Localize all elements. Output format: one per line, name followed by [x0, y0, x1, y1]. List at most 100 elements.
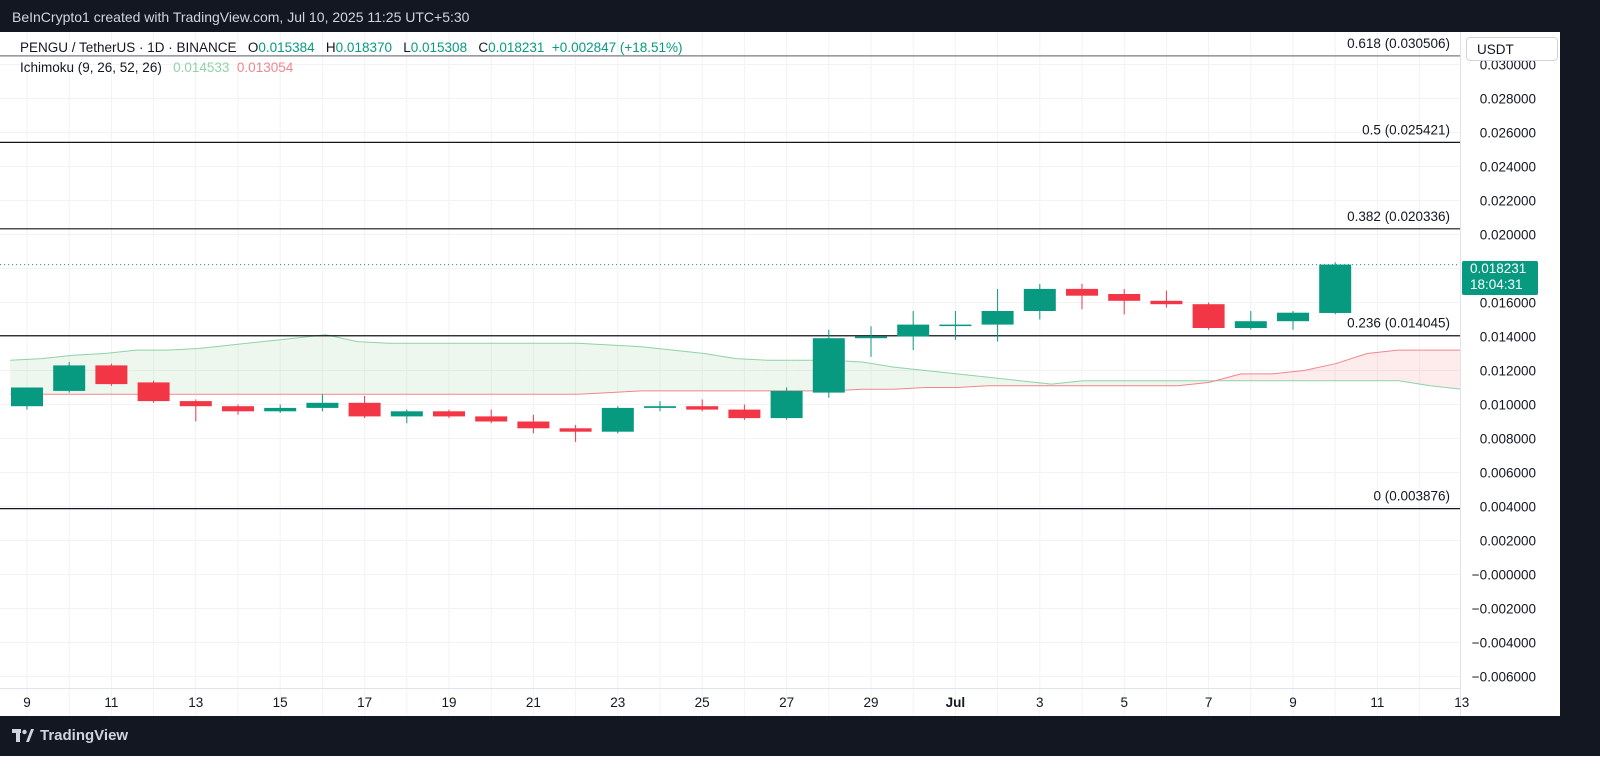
candle	[390, 409, 423, 424]
fib-level-label: 0.382 (0.020336)	[1347, 209, 1450, 224]
candle-body	[1234, 321, 1267, 328]
candle-body	[222, 406, 254, 412]
candle	[95, 363, 128, 386]
candle-body	[137, 382, 170, 402]
y-tick-label: 0.016000	[1480, 296, 1536, 311]
y-tick-label: 0.006000	[1480, 466, 1536, 481]
ichimoku-cloud-segment	[451, 343, 484, 395]
ohlc-row: PENGU / TetherUS · 1D · BINANCE O0.01538…	[20, 40, 683, 60]
bottom-brand-bar: TradingView	[0, 716, 1600, 756]
ichimoku-cloud-segment	[262, 338, 295, 395]
ichimoku-cloud-segment	[735, 358, 768, 391]
brand-name[interactable]: TradingView	[40, 727, 129, 744]
indicator-value-2: 0.013054	[236, 60, 294, 75]
bar-countdown: 18:04:31	[1470, 277, 1523, 292]
candle	[644, 401, 676, 412]
low-value: 0.015308	[410, 40, 468, 55]
candle-body	[95, 365, 128, 385]
open-label: O	[247, 40, 259, 55]
candle	[1234, 311, 1267, 330]
right-edge-panel	[1560, 32, 1600, 716]
ichimoku-cloud-segment	[1272, 370, 1305, 381]
indicator-row[interactable]: Ichimoku (9, 26, 52, 26) 0.014533 0.0130…	[20, 60, 683, 80]
candle	[855, 326, 887, 357]
ichimoku-cloud-segment	[199, 345, 232, 395]
y-tick-label: 0.028000	[1480, 92, 1536, 107]
ichimoku-cloud-segment	[862, 362, 894, 390]
candle-body	[686, 406, 719, 410]
fib-level-label: 0 (0.003876)	[1373, 489, 1450, 504]
price-scale-background	[1460, 32, 1560, 716]
symbol-title[interactable]: PENGU / TetherUS · 1D · BINANCE	[20, 40, 237, 55]
candle	[433, 409, 465, 419]
y-tick-label: −0.004000	[1472, 636, 1536, 651]
candle-body	[770, 390, 803, 419]
y-tick-label: 0.012000	[1480, 364, 1536, 379]
candle-body	[855, 336, 887, 339]
candle	[1150, 290, 1183, 308]
last-price-value: 0.018231	[1470, 261, 1527, 276]
candle	[686, 399, 719, 412]
candle	[1192, 302, 1225, 330]
ichimoku-cloud-segment	[231, 341, 263, 395]
candle	[559, 424, 592, 442]
candle-body	[812, 338, 845, 393]
candle	[475, 409, 508, 424]
ichimoku-cloud-segment	[167, 348, 200, 395]
candle-body	[53, 365, 86, 391]
high-value: 0.018370	[335, 40, 392, 55]
ichimoku-cloud-segment	[767, 360, 800, 391]
x-tick-label: 9	[1289, 695, 1297, 710]
x-tick-label: 29	[863, 695, 878, 710]
candle	[306, 394, 339, 412]
candle-body	[264, 407, 297, 412]
candle-body	[728, 409, 761, 419]
candle-body	[306, 402, 339, 408]
x-tick-label: 3	[1036, 695, 1044, 710]
x-tick-label: 5	[1120, 695, 1128, 710]
ichimoku-cloud-segment	[294, 334, 326, 395]
ichimoku-cloud-segment	[893, 367, 926, 390]
y-tick-label: 0.022000	[1480, 194, 1536, 209]
candle	[517, 414, 550, 434]
ichimoku-cloud-segment	[1398, 350, 1431, 386]
candle-body	[517, 421, 550, 429]
ichimoku-cloud-segment	[388, 343, 421, 395]
currency-selector[interactable]: USDT	[1466, 37, 1558, 61]
y-tick-label: 0.026000	[1480, 126, 1536, 141]
fib-level-label: 0.618 (0.030506)	[1347, 36, 1450, 51]
candle	[11, 387, 43, 410]
ichimoku-cloud-segment	[1430, 350, 1462, 390]
chart-background	[0, 32, 1560, 716]
y-tick-label: −0.002000	[1472, 602, 1536, 617]
candle-body	[1108, 294, 1141, 301]
ichimoku-cloud-segment	[609, 345, 642, 393]
x-tick-label: 15	[273, 695, 288, 710]
candle	[601, 406, 634, 434]
ichimoku-cloud-segment	[578, 343, 610, 395]
ichimoku-cloud-segment	[925, 370, 957, 388]
x-tick-label: Jul	[946, 695, 966, 710]
candle	[1023, 283, 1056, 320]
ichimoku-cloud-segment	[1083, 380, 1115, 386]
low-label: L	[403, 40, 411, 55]
candle	[348, 396, 381, 419]
x-tick-label: 19	[441, 695, 456, 710]
price-chart[interactable]: 0.618 (0.030506) 0.5 (0.025421) 0.382 (0.0…	[0, 32, 1560, 716]
ichimoku-cloud-segment	[1304, 363, 1336, 381]
y-tick-label: −0.006000	[1472, 670, 1536, 685]
candle	[1277, 311, 1309, 330]
fib-level-label: 0.236 (0.014045)	[1347, 316, 1450, 331]
candle	[897, 311, 930, 351]
y-tick-label: 0.008000	[1480, 432, 1536, 447]
y-tick-label: 0.024000	[1480, 160, 1536, 175]
candle-body	[390, 411, 423, 417]
ichimoku-cloud-segment	[483, 343, 516, 395]
candle	[1319, 262, 1352, 315]
change-value: +0.002847 (+18.51%)	[551, 40, 683, 55]
x-tick-label: 17	[357, 695, 372, 710]
chart-legend: PENGU / TetherUS · 1D · BINANCE O0.01538…	[20, 40, 683, 80]
x-tick-label: 9	[23, 695, 31, 710]
ichimoku-cloud-segment	[357, 341, 389, 395]
candle-body	[348, 402, 381, 417]
